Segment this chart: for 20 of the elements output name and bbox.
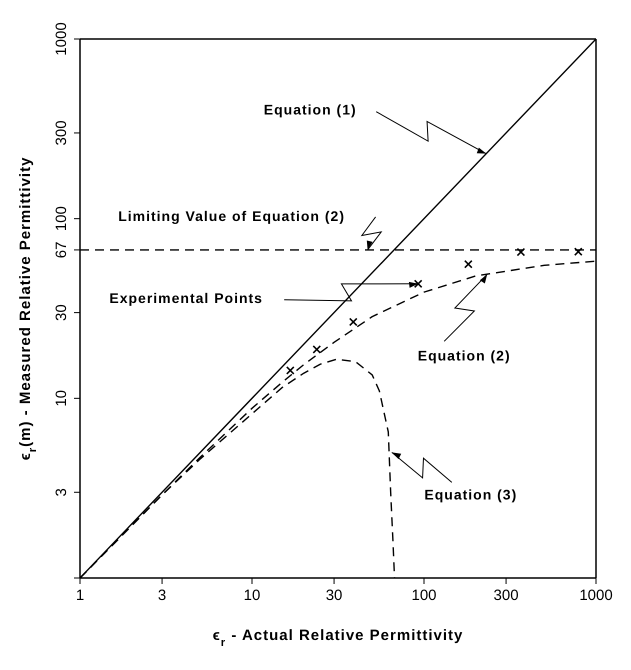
annotation: Equation (1) bbox=[264, 101, 357, 118]
x-tick-label: 300 bbox=[494, 587, 519, 604]
annotation: Experimental Points bbox=[109, 290, 263, 306]
y-tick-label: 1000 bbox=[53, 22, 70, 56]
x-tick-label: 30 bbox=[326, 587, 342, 604]
annotation: Equation (2) bbox=[418, 347, 511, 364]
y-tick-label: 67 bbox=[53, 242, 70, 258]
y-tick-label: 300 bbox=[53, 120, 70, 146]
y-tick-label: 30 bbox=[53, 304, 70, 321]
x-tick-label: 1000 bbox=[579, 587, 613, 604]
x-axis-title: ϵ$_{r}$ - Actual Relative Permittivity bbox=[212, 627, 464, 649]
x-tick-label: 100 bbox=[411, 587, 437, 604]
y-tick-label: 100 bbox=[53, 206, 70, 232]
y-tick-label: 10 bbox=[53, 390, 70, 407]
y-tick-label: 3 bbox=[53, 488, 70, 496]
x-tick-label: 3 bbox=[158, 587, 166, 604]
annotation: Equation (3) bbox=[424, 486, 518, 502]
annotation: Limiting Value of Equation (2) bbox=[118, 208, 345, 224]
x-tick-label: 1 bbox=[76, 587, 84, 604]
x-tick-label: 10 bbox=[244, 587, 260, 604]
